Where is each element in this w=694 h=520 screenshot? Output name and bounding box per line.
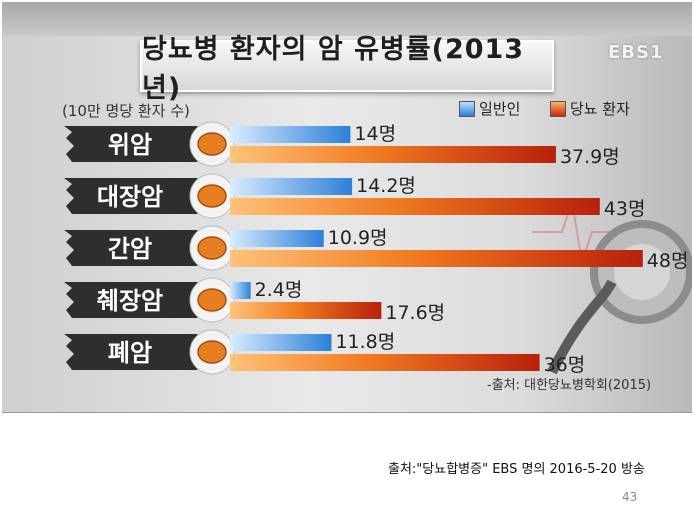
slide-image: 당뇨병 환자의 암 유병률(2013년) EBS1 (10만 명당 환자 수) … xyxy=(2,2,692,413)
bar-general xyxy=(230,126,351,143)
value-label-diabetic: 36명 xyxy=(544,354,586,376)
page-number: 43 xyxy=(622,490,638,504)
category-tag xyxy=(64,334,212,370)
category-label: 간암 xyxy=(108,235,152,263)
chart-title: 당뇨병 환자의 암 유병률(2013년) xyxy=(140,34,554,104)
category-label: 대장암 xyxy=(97,183,163,211)
source-note: -출처: 대한당뇨병학회(2015) xyxy=(487,378,652,393)
category-label: 췌장암 xyxy=(97,287,163,315)
category-tag xyxy=(64,178,212,214)
category-label: 위암 xyxy=(108,131,152,159)
organ-icon xyxy=(197,184,227,208)
organ-icon xyxy=(197,132,227,156)
bar-general xyxy=(230,334,332,351)
bar-diabetic xyxy=(230,354,540,371)
legend-label-diabetic: 당뇨 환자 xyxy=(570,100,630,118)
bar-general xyxy=(230,230,324,247)
value-label-diabetic: 43명 xyxy=(604,198,646,220)
organ-icon xyxy=(197,236,227,260)
value-label-general: 10.9명 xyxy=(328,227,388,249)
category-tag xyxy=(64,282,212,318)
organ-icon xyxy=(197,340,227,364)
organ-icon xyxy=(197,288,227,312)
value-label-general: 14.2명 xyxy=(356,175,416,197)
legend-label-general: 일반인 xyxy=(479,100,521,118)
bar-diabetic xyxy=(230,250,643,267)
legend-item-diabetic: 당뇨 환자 xyxy=(550,98,630,119)
legend-swatch-diabetic xyxy=(550,100,566,117)
stethoscope-decoration xyxy=(532,201,692,375)
legend-item-general: 일반인 xyxy=(459,98,520,119)
value-label-diabetic: 17.6명 xyxy=(385,302,445,324)
unit-label: (10만 명당 환자 수) xyxy=(62,102,190,120)
value-label-general: 2.4명 xyxy=(255,279,303,301)
value-label-diabetic: 48명 xyxy=(647,250,689,272)
bar-diabetic xyxy=(230,302,382,319)
top-bar xyxy=(2,2,692,36)
value-label-diabetic: 37.9명 xyxy=(560,146,620,168)
category-tag xyxy=(64,230,212,266)
bar-diabetic xyxy=(230,146,556,163)
legend-swatch-general xyxy=(459,100,475,117)
bar-diabetic xyxy=(230,198,600,215)
bar-general xyxy=(230,178,353,195)
value-label-general: 14명 xyxy=(354,123,396,145)
channel-logo: EBS1 xyxy=(608,42,664,63)
bar-general xyxy=(230,282,251,299)
caption: 출처:"당뇨합병증" EBS 명의 2016-5-20 방송 xyxy=(388,462,645,477)
value-label-general: 11.8명 xyxy=(335,331,395,353)
category-label: 폐암 xyxy=(108,339,152,367)
category-tag xyxy=(64,126,212,162)
